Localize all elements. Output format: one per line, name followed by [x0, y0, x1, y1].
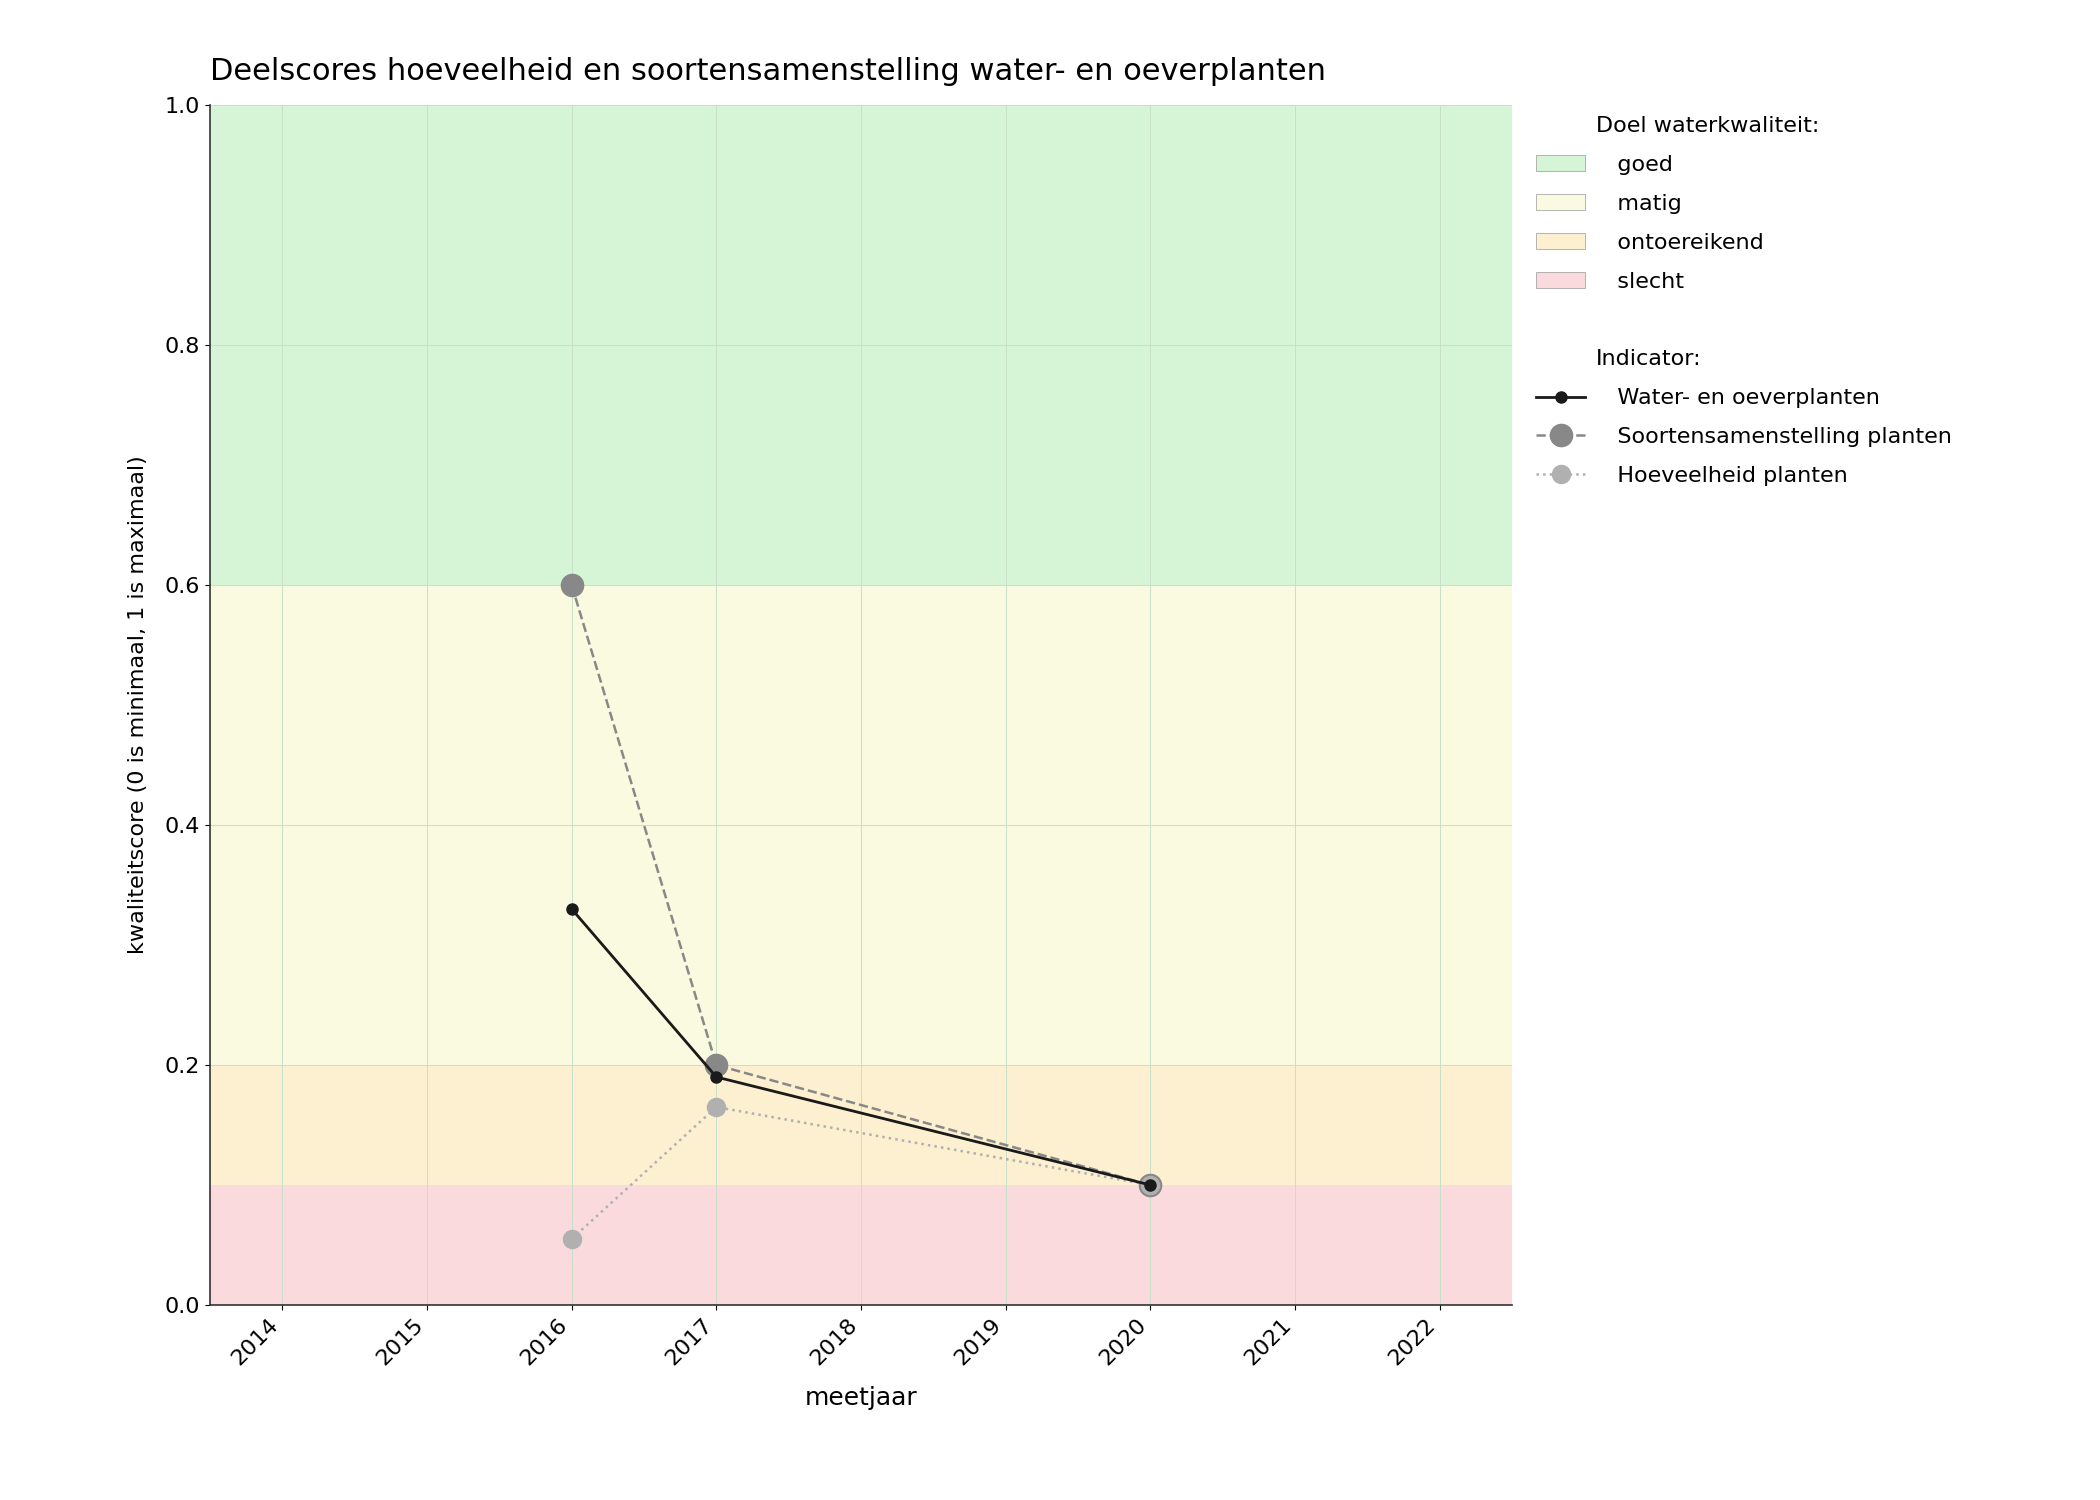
Bar: [210, 585, 1512, 1065]
Text: Deelscores hoeveelheid en soortensamenstelling water- en oeverplanten: Deelscores hoeveelheid en soortensamenst…: [210, 57, 1325, 86]
Line: Soortensamenstelling planten: Soortensamenstelling planten: [561, 574, 1161, 1196]
Soortensamenstelling planten: [1138, 1176, 1163, 1194]
Legend: Doel waterkwaliteit:,    goed,    matig,    ontoereikend,    slecht, , Indicator: Doel waterkwaliteit:, goed, matig, ontoe…: [1525, 105, 1964, 496]
Bar: [210, 1065, 1512, 1185]
Soortensamenstelling planten: [559, 576, 584, 594]
Bar: [210, 1185, 1512, 1305]
Bar: [210, 105, 1512, 585]
Water- en oeverplanten: [704, 1068, 729, 1086]
Line: Water- en oeverplanten: Water- en oeverplanten: [567, 903, 1155, 1191]
X-axis label: meetjaar: meetjaar: [804, 1386, 918, 1410]
Y-axis label: kwaliteitscore (0 is minimaal, 1 is maximaal): kwaliteitscore (0 is minimaal, 1 is maxi…: [128, 456, 149, 954]
Water- en oeverplanten: [1138, 1176, 1163, 1194]
Water- en oeverplanten: [559, 900, 584, 918]
Hoeveelheid planten: [559, 1230, 584, 1248]
Hoeveelheid planten: [1138, 1176, 1163, 1194]
Line: Hoeveelheid planten: Hoeveelheid planten: [563, 1098, 1159, 1248]
Soortensamenstelling planten: [704, 1056, 729, 1074]
Hoeveelheid planten: [704, 1098, 729, 1116]
